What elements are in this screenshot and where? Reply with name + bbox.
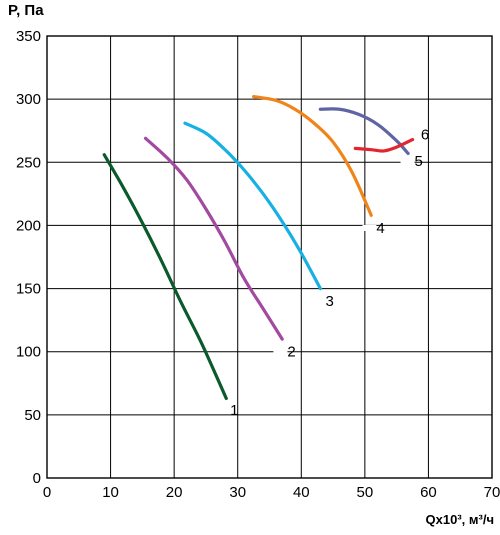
y-tick-label: 50: [24, 407, 41, 424]
x-tick-label: 20: [166, 484, 183, 501]
curve-label: 1: [230, 402, 238, 419]
grid: [46, 35, 493, 479]
x-tick-label: 50: [357, 484, 374, 501]
y-tick-label: 150: [16, 281, 41, 298]
curve-label: 6: [421, 127, 429, 144]
series-line-5: [318, 107, 410, 156]
curve-labels: 1 2 3 4 5 6: [216, 127, 429, 419]
series-line-1: [102, 153, 228, 401]
series-line-4: [252, 95, 373, 217]
curve-label: 3: [326, 293, 334, 310]
x-axis-title: Qx10³, м³/ч: [425, 512, 494, 527]
plot-frame: [46, 35, 493, 479]
y-tick-label: 350: [16, 28, 41, 45]
x-tick-label: 40: [293, 484, 310, 501]
x-tick-label: 60: [420, 484, 437, 501]
x-tick-label: 10: [102, 484, 119, 501]
y-tick-label: 250: [16, 154, 41, 171]
curve-label: 2: [287, 344, 295, 361]
x-tick-label: 70: [484, 484, 500, 501]
y-tick-label: 300: [16, 91, 41, 108]
series-line-3: [183, 121, 322, 291]
y-tick-label: 100: [16, 344, 41, 361]
y-tick-label: 200: [16, 217, 41, 234]
tick-labels: 0 10 20 30 40 50 60 70 0 50 100 150 200 250 300 350: [16, 28, 500, 501]
y-axis-title: P, Па: [8, 2, 44, 19]
series-line-2: [143, 136, 284, 341]
curve-label: 4: [376, 220, 384, 237]
x-tick-label: 0: [43, 484, 51, 501]
series-lines: [102, 95, 415, 401]
y-tick-label: 0: [33, 470, 41, 487]
x-tick-label: 30: [229, 484, 246, 501]
curve-label: 5: [415, 153, 423, 170]
series-line-6: [353, 137, 415, 153]
